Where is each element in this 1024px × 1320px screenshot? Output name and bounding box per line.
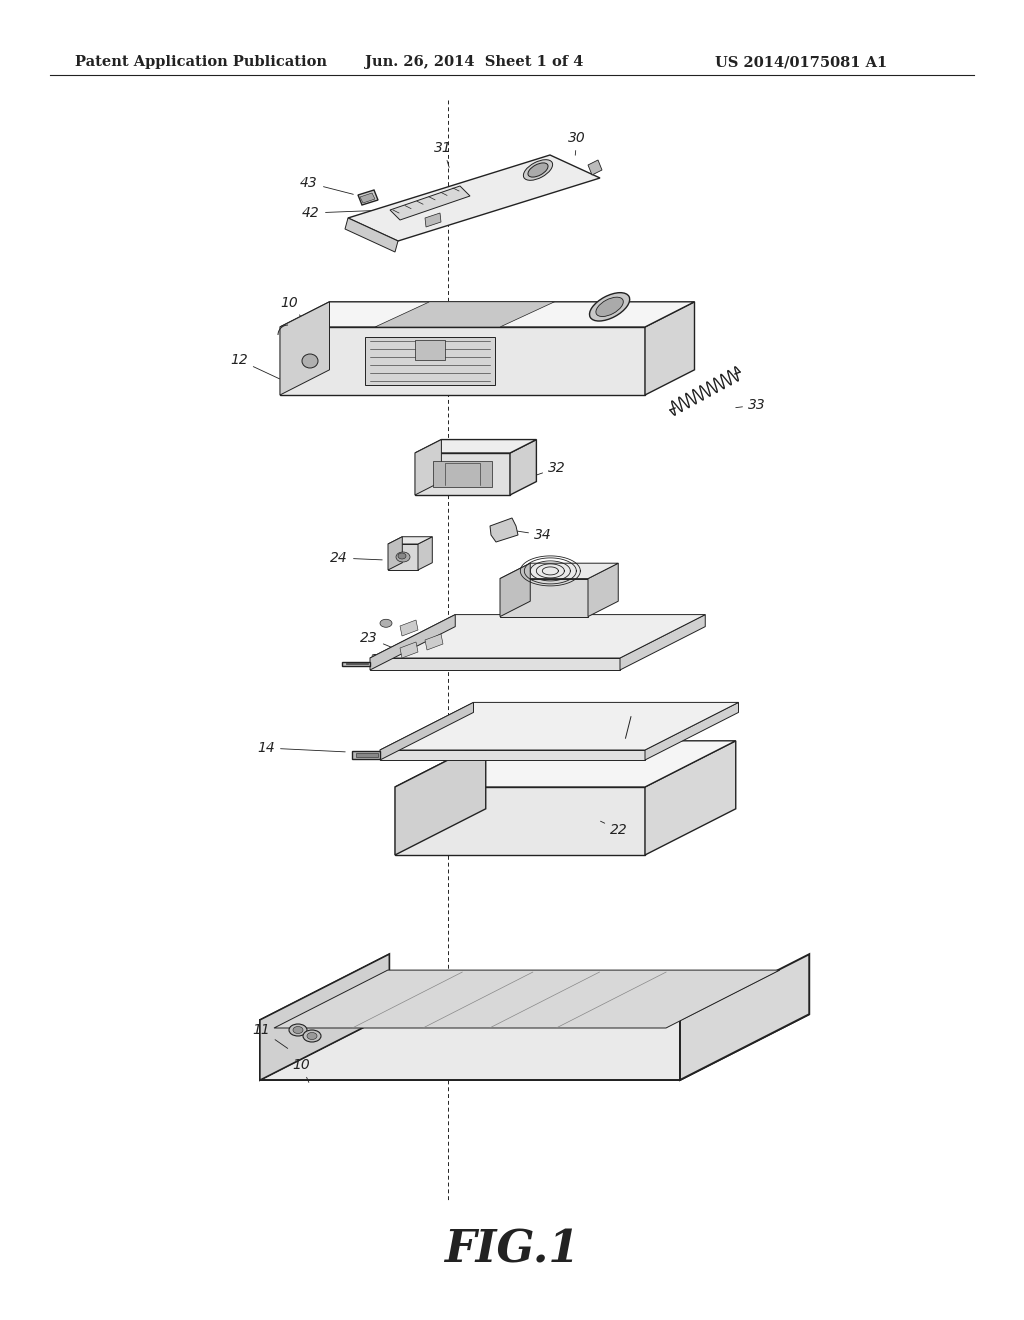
- Ellipse shape: [596, 297, 624, 317]
- Text: 10: 10: [281, 296, 308, 325]
- Polygon shape: [433, 461, 492, 487]
- Polygon shape: [280, 302, 330, 395]
- Polygon shape: [500, 564, 530, 616]
- Polygon shape: [380, 750, 645, 760]
- Polygon shape: [395, 787, 645, 855]
- Polygon shape: [415, 440, 537, 453]
- Polygon shape: [260, 954, 389, 1080]
- Text: 42: 42: [302, 206, 385, 220]
- Text: 14: 14: [257, 741, 345, 755]
- Text: 22: 22: [600, 821, 628, 837]
- Text: Jun. 26, 2014  Sheet 1 of 4: Jun. 26, 2014 Sheet 1 of 4: [365, 55, 584, 69]
- Polygon shape: [365, 337, 495, 385]
- Polygon shape: [588, 160, 602, 176]
- Ellipse shape: [293, 1027, 303, 1034]
- Polygon shape: [500, 578, 588, 616]
- Polygon shape: [260, 954, 389, 1080]
- Polygon shape: [348, 154, 600, 242]
- Polygon shape: [620, 615, 706, 671]
- Polygon shape: [425, 213, 441, 227]
- Text: 31: 31: [434, 141, 452, 168]
- Polygon shape: [260, 1014, 809, 1080]
- Text: 23: 23: [360, 631, 395, 649]
- Polygon shape: [395, 741, 736, 787]
- Polygon shape: [500, 564, 618, 578]
- Text: Patent Application Publication: Patent Application Publication: [75, 55, 327, 69]
- Polygon shape: [645, 702, 738, 760]
- Ellipse shape: [590, 293, 630, 321]
- Polygon shape: [388, 537, 402, 570]
- Polygon shape: [415, 453, 510, 495]
- Polygon shape: [370, 615, 456, 671]
- Polygon shape: [370, 657, 620, 671]
- Text: 34: 34: [513, 528, 552, 543]
- Ellipse shape: [307, 1032, 317, 1040]
- Ellipse shape: [302, 354, 318, 368]
- Polygon shape: [380, 702, 738, 750]
- Polygon shape: [370, 615, 706, 657]
- Polygon shape: [388, 537, 432, 544]
- Polygon shape: [490, 517, 518, 543]
- Text: 24: 24: [331, 550, 382, 565]
- Text: 11: 11: [252, 1023, 288, 1048]
- Polygon shape: [380, 702, 473, 760]
- Ellipse shape: [528, 162, 548, 177]
- Polygon shape: [680, 954, 809, 1080]
- Text: 41: 41: [321, 318, 357, 343]
- Ellipse shape: [398, 553, 406, 558]
- Text: 13: 13: [643, 333, 686, 351]
- Polygon shape: [280, 327, 645, 395]
- Polygon shape: [418, 537, 432, 570]
- Ellipse shape: [523, 160, 553, 181]
- Polygon shape: [395, 741, 485, 855]
- Polygon shape: [645, 302, 694, 395]
- Polygon shape: [510, 440, 537, 495]
- Ellipse shape: [396, 552, 410, 562]
- Polygon shape: [358, 190, 378, 205]
- Ellipse shape: [380, 619, 392, 627]
- Text: 23: 23: [371, 653, 402, 667]
- Polygon shape: [388, 544, 418, 570]
- Polygon shape: [415, 341, 445, 360]
- Text: 20: 20: [574, 623, 608, 644]
- Polygon shape: [400, 642, 418, 657]
- Text: 32: 32: [524, 461, 565, 479]
- Ellipse shape: [289, 1024, 307, 1036]
- Polygon shape: [375, 302, 555, 327]
- Text: 21: 21: [601, 713, 633, 729]
- Polygon shape: [342, 663, 370, 667]
- Polygon shape: [280, 302, 694, 327]
- Ellipse shape: [303, 1030, 321, 1041]
- Text: FIG.1: FIG.1: [444, 1229, 580, 1271]
- Text: 12: 12: [230, 352, 280, 379]
- Text: 43: 43: [300, 176, 353, 194]
- Polygon shape: [400, 620, 418, 636]
- Polygon shape: [645, 741, 736, 855]
- Text: 10: 10: [292, 1059, 310, 1082]
- Polygon shape: [274, 970, 779, 1028]
- Text: 30: 30: [568, 131, 586, 156]
- Polygon shape: [425, 634, 443, 649]
- Polygon shape: [360, 193, 375, 203]
- Polygon shape: [415, 440, 441, 495]
- Polygon shape: [352, 751, 380, 759]
- Polygon shape: [588, 564, 618, 616]
- Polygon shape: [260, 1020, 680, 1080]
- Polygon shape: [345, 218, 398, 252]
- Polygon shape: [390, 186, 470, 220]
- Text: 33: 33: [736, 399, 766, 412]
- Text: US 2014/0175081 A1: US 2014/0175081 A1: [715, 55, 887, 69]
- Polygon shape: [356, 752, 378, 756]
